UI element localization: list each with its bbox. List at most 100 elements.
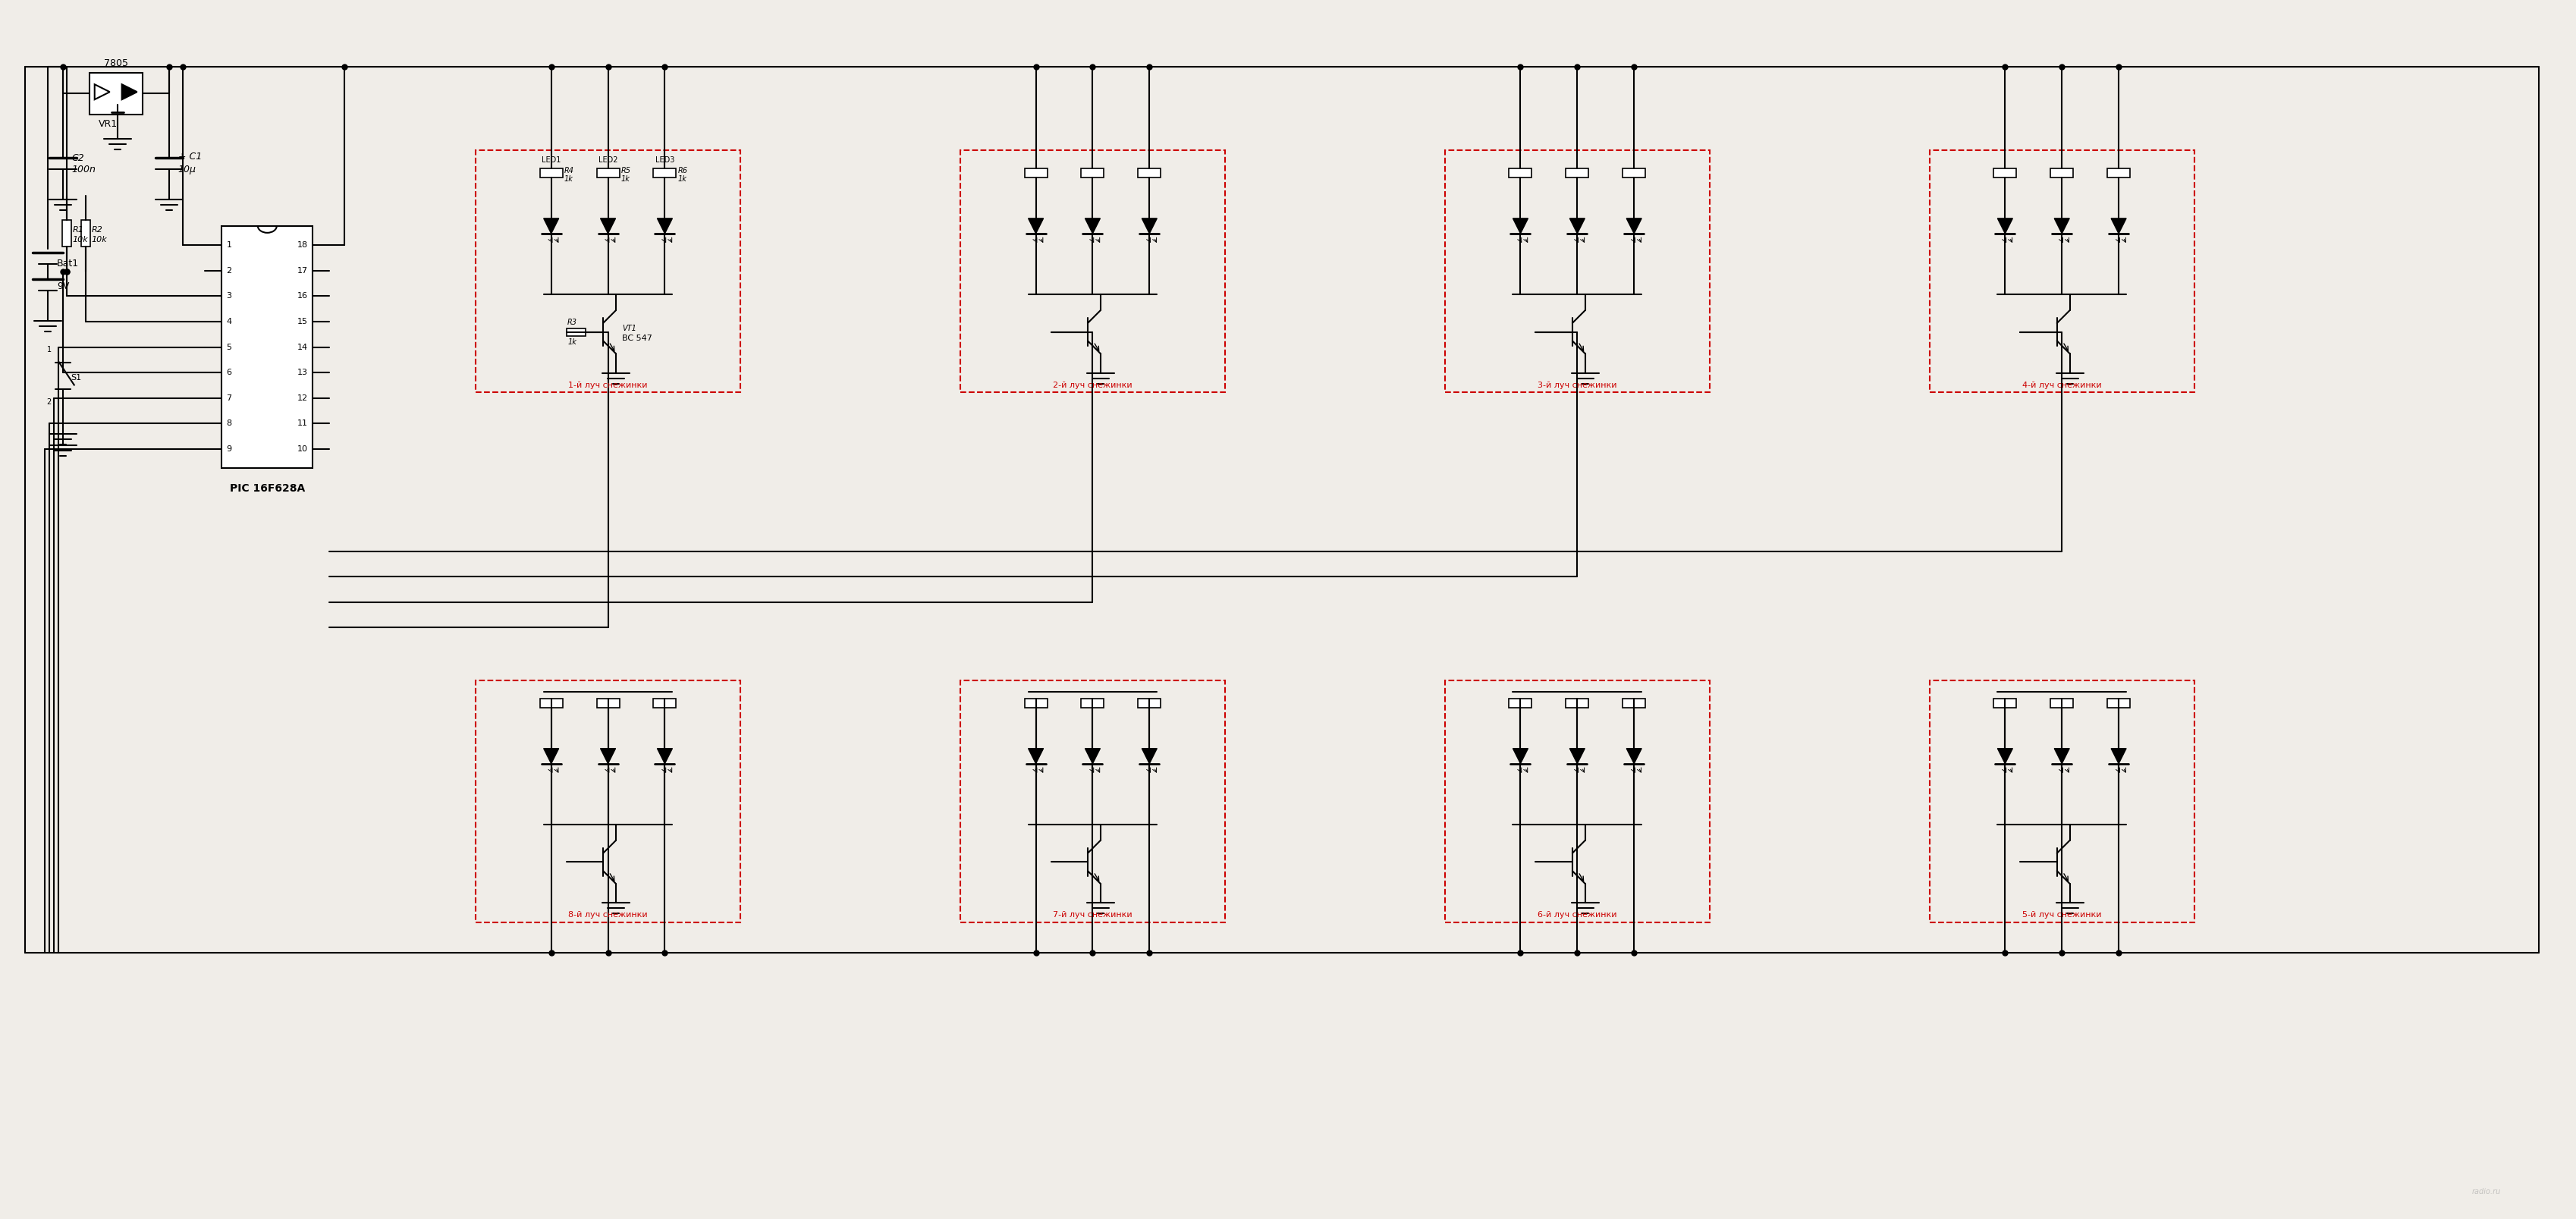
Bar [1623,698,1646,707]
Text: VT1: VT1 [621,324,636,332]
Text: 1k: 1k [564,176,572,183]
Bar [2107,168,2130,178]
Text: 1k: 1k [621,176,631,183]
Text: 2: 2 [46,399,52,406]
Bar [961,150,1226,393]
Text: 10μ: 10μ [178,165,196,174]
Text: 6: 6 [227,369,232,377]
Bar [1139,168,1162,178]
Polygon shape [1625,748,1641,763]
Polygon shape [544,218,559,234]
Bar [477,680,739,923]
Text: R3: R3 [567,318,577,325]
Bar [1445,680,1710,923]
Text: 10: 10 [296,445,309,453]
Text: Bat1: Bat1 [57,258,80,268]
Bar [1929,150,2195,393]
Text: 4-й луч снежинки: 4-й луч снежинки [2022,382,2102,389]
Bar [62,221,72,246]
Text: 15: 15 [296,318,309,325]
Polygon shape [1996,748,2012,763]
Bar [80,221,90,246]
Bar [2107,698,2130,707]
Text: VR1: VR1 [98,118,118,129]
Bar [598,168,618,178]
Bar [1445,150,1710,393]
Bar [1994,168,2017,178]
Polygon shape [2053,218,2069,234]
Text: BC 547: BC 547 [621,334,652,341]
Bar [1994,698,2017,707]
Bar [1082,168,1105,178]
Bar [598,698,618,707]
Text: 10k: 10k [72,235,88,244]
Text: 1k: 1k [567,338,577,346]
Bar [1510,698,1533,707]
Bar [1139,698,1162,707]
Bar [1566,698,1589,707]
Text: 17: 17 [296,267,309,274]
Text: 2-й луч снежинки: 2-й луч снежинки [1054,382,1133,389]
Text: 11: 11 [296,419,309,428]
Bar [222,226,312,468]
Polygon shape [1996,218,2012,234]
Text: 3-й луч снежинки: 3-й луч снежинки [1538,382,1618,389]
Bar [541,168,562,178]
Bar [1566,168,1589,178]
Polygon shape [1569,748,1584,763]
Polygon shape [1512,218,1528,234]
Text: + C1: + C1 [178,151,201,161]
Polygon shape [1625,218,1641,234]
Bar [90,73,142,115]
Text: 9: 9 [227,445,232,453]
Bar [2050,168,2074,178]
Text: 7: 7 [227,394,232,402]
Polygon shape [1084,748,1100,763]
Text: R1: R1 [72,226,85,234]
Text: 5: 5 [227,344,232,351]
Text: radio.ru: radio.ru [2473,1187,2501,1195]
Text: 13: 13 [296,369,309,377]
Polygon shape [1141,748,1157,763]
Polygon shape [600,218,616,234]
Polygon shape [2112,218,2125,234]
Polygon shape [600,748,616,763]
Text: R2: R2 [93,226,103,234]
Bar [1082,698,1105,707]
Text: 100n: 100n [72,165,95,174]
Polygon shape [544,748,559,763]
Text: 1: 1 [46,346,52,354]
Bar [654,698,675,707]
Text: 12: 12 [296,394,309,402]
Text: 4: 4 [227,318,232,325]
Polygon shape [1569,218,1584,234]
Text: 6-й луч снежинки: 6-й луч снежинки [1538,912,1618,919]
Text: 8: 8 [227,419,232,428]
Text: 10k: 10k [93,235,108,244]
Text: C2: C2 [72,152,85,162]
Polygon shape [1028,218,1043,234]
Text: 14: 14 [296,344,309,351]
Text: R4: R4 [564,167,574,174]
Text: S1: S1 [70,373,80,382]
Bar [1929,680,2195,923]
Bar [1510,168,1533,178]
Text: 1: 1 [227,241,232,249]
Bar [541,698,562,707]
Bar [477,150,739,393]
Text: 1k: 1k [677,176,688,183]
Text: R6: R6 [677,167,688,174]
Text: R5: R5 [621,167,631,174]
Bar [1025,698,1048,707]
Polygon shape [1084,218,1100,234]
Text: 7805: 7805 [103,59,129,68]
Polygon shape [1028,748,1043,763]
Text: 16: 16 [296,293,309,300]
Polygon shape [2053,748,2069,763]
Text: 1-й луч снежинки: 1-й луч снежинки [569,382,647,389]
Text: LED3: LED3 [654,156,675,163]
Polygon shape [657,748,672,763]
Text: 5-й луч снежинки: 5-й луч снежинки [2022,912,2102,919]
Bar [567,328,585,335]
Text: 9V: 9V [57,282,70,291]
